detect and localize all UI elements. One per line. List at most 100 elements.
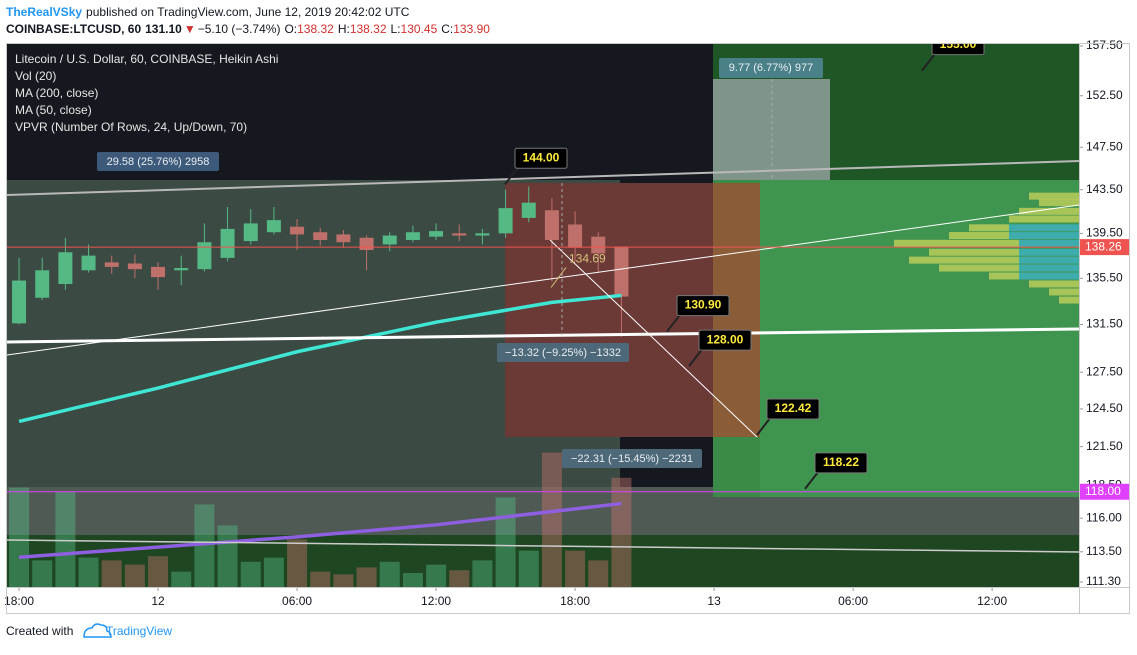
candle-body — [614, 246, 629, 297]
callout-pointer — [756, 416, 772, 436]
legend-entry: Vol (20) — [15, 69, 56, 83]
measure-box — [719, 58, 823, 78]
volume-bar — [402, 573, 423, 587]
ohlc-key: L: — [391, 22, 401, 36]
ohlc-key: H: — [338, 22, 350, 36]
price-tag — [1079, 239, 1130, 256]
trend-line — [7, 160, 1079, 196]
y-tick-label: 127.50 — [1086, 364, 1123, 378]
volume-bar — [541, 452, 562, 587]
change: −5.10 (−3.74%) — [198, 22, 281, 36]
volume-bar — [287, 539, 308, 587]
callout-label: 155.00 — [940, 37, 977, 51]
candle-body — [568, 224, 583, 248]
y-tick-label: 116.00 — [1086, 510, 1122, 524]
callout-box — [931, 44, 985, 56]
volume-bar — [194, 504, 215, 587]
x-tick-label: 12 — [151, 594, 165, 608]
callout-pointer — [804, 470, 820, 490]
time-axis — [6, 587, 1130, 613]
logo — [83, 623, 112, 638]
candle-body — [266, 220, 281, 233]
path-line — [549, 239, 758, 438]
x-tick-label: 18:00 — [4, 594, 34, 608]
vpvr-up — [1009, 224, 1079, 232]
y-tick-label: 113.50 — [1086, 544, 1122, 558]
vpvr-down — [909, 256, 1019, 264]
y-tick-label: 152.50 — [1086, 88, 1123, 102]
last-price: 131.10 — [145, 22, 182, 36]
volume-bar — [171, 571, 192, 587]
y-tick-label: 157.50 — [1086, 38, 1123, 52]
measure-label: −22.31 (−15.45%) −2231 — [571, 453, 693, 465]
volume-bar — [426, 564, 447, 587]
candle-body — [127, 263, 142, 270]
price-tag-label: 118.00 — [1085, 484, 1121, 498]
volume-bar — [78, 557, 99, 587]
volume-bar — [472, 560, 493, 587]
ohlc-key: C: — [441, 22, 453, 36]
legend-entry: MA (50, close) — [15, 103, 92, 117]
candle-body — [35, 270, 50, 298]
candle-body — [475, 233, 490, 236]
volume-bar — [9, 487, 30, 587]
vpvr-down — [949, 232, 1009, 240]
volume-bar — [124, 564, 145, 587]
candle-body — [290, 226, 305, 235]
data-layer — [9, 186, 1079, 587]
drawing-layer — [7, 79, 1079, 553]
candle-body — [174, 268, 189, 271]
candle-body — [498, 208, 513, 234]
volume-bar — [217, 525, 238, 587]
callout-label: 118.22 — [823, 455, 859, 469]
y-tick-label: 139.50 — [1086, 226, 1123, 240]
volume-bar — [565, 550, 586, 587]
callout-box — [814, 452, 868, 474]
callout-label: 144.00 — [523, 150, 560, 164]
vpvr-down — [1049, 288, 1079, 296]
volume-bar — [263, 557, 284, 587]
vpvr-down — [1029, 280, 1079, 288]
vpvr-up — [1009, 232, 1079, 240]
frame — [6, 43, 1130, 614]
candle-body — [544, 210, 559, 240]
callout-box — [698, 329, 752, 351]
x-tick-label: 18:00 — [560, 594, 590, 608]
annotations: 144.00 130.90 128.00 122.42 118.22 155.00 — [504, 37, 985, 490]
vpvr-up — [1019, 272, 1079, 280]
candle-body — [313, 232, 328, 240]
vpvr-up — [1019, 239, 1079, 247]
header-line: TheRealVSky published on TradingView.com,… — [6, 5, 410, 19]
vpvr-down — [1019, 207, 1079, 215]
x-tick-label: 06:00 — [282, 594, 312, 608]
cursor-label: 134.69 — [569, 252, 606, 266]
y-tick-label: 124.50 — [1086, 401, 1123, 415]
volume-bar — [333, 574, 354, 587]
trend-line — [7, 539, 1079, 553]
candle-body — [220, 228, 235, 258]
volume-bar — [148, 556, 169, 587]
price-tag — [1079, 483, 1130, 500]
symbol: COINBASE:LTCUSD, 60 — [6, 22, 141, 36]
candle-body — [591, 236, 606, 254]
callout-label: 122.42 — [775, 401, 812, 415]
candle-body — [336, 234, 351, 243]
y-tick-label: 143.50 — [1086, 182, 1123, 196]
published: published on TradingView.com, June 12, 2… — [86, 5, 410, 19]
vpvr-down — [929, 248, 1019, 256]
callout-label: 130.90 — [685, 298, 722, 312]
candle-body — [151, 266, 166, 278]
x-tick-label: 06:00 — [838, 594, 868, 608]
callout-pointer — [921, 52, 937, 72]
ohlc-key: O: — [284, 22, 297, 36]
volume-bar — [32, 560, 53, 587]
candle-body — [452, 233, 467, 236]
legend-title: Litecoin / U.S. Dollar, 60, COINBASE, He… — [15, 52, 278, 66]
candle-body — [104, 262, 119, 267]
candle-body — [521, 202, 536, 218]
vpvr-down — [1009, 215, 1079, 223]
cursor-marker — [550, 267, 567, 288]
vpvr-down — [1039, 199, 1079, 207]
callout-pointer — [666, 312, 682, 333]
